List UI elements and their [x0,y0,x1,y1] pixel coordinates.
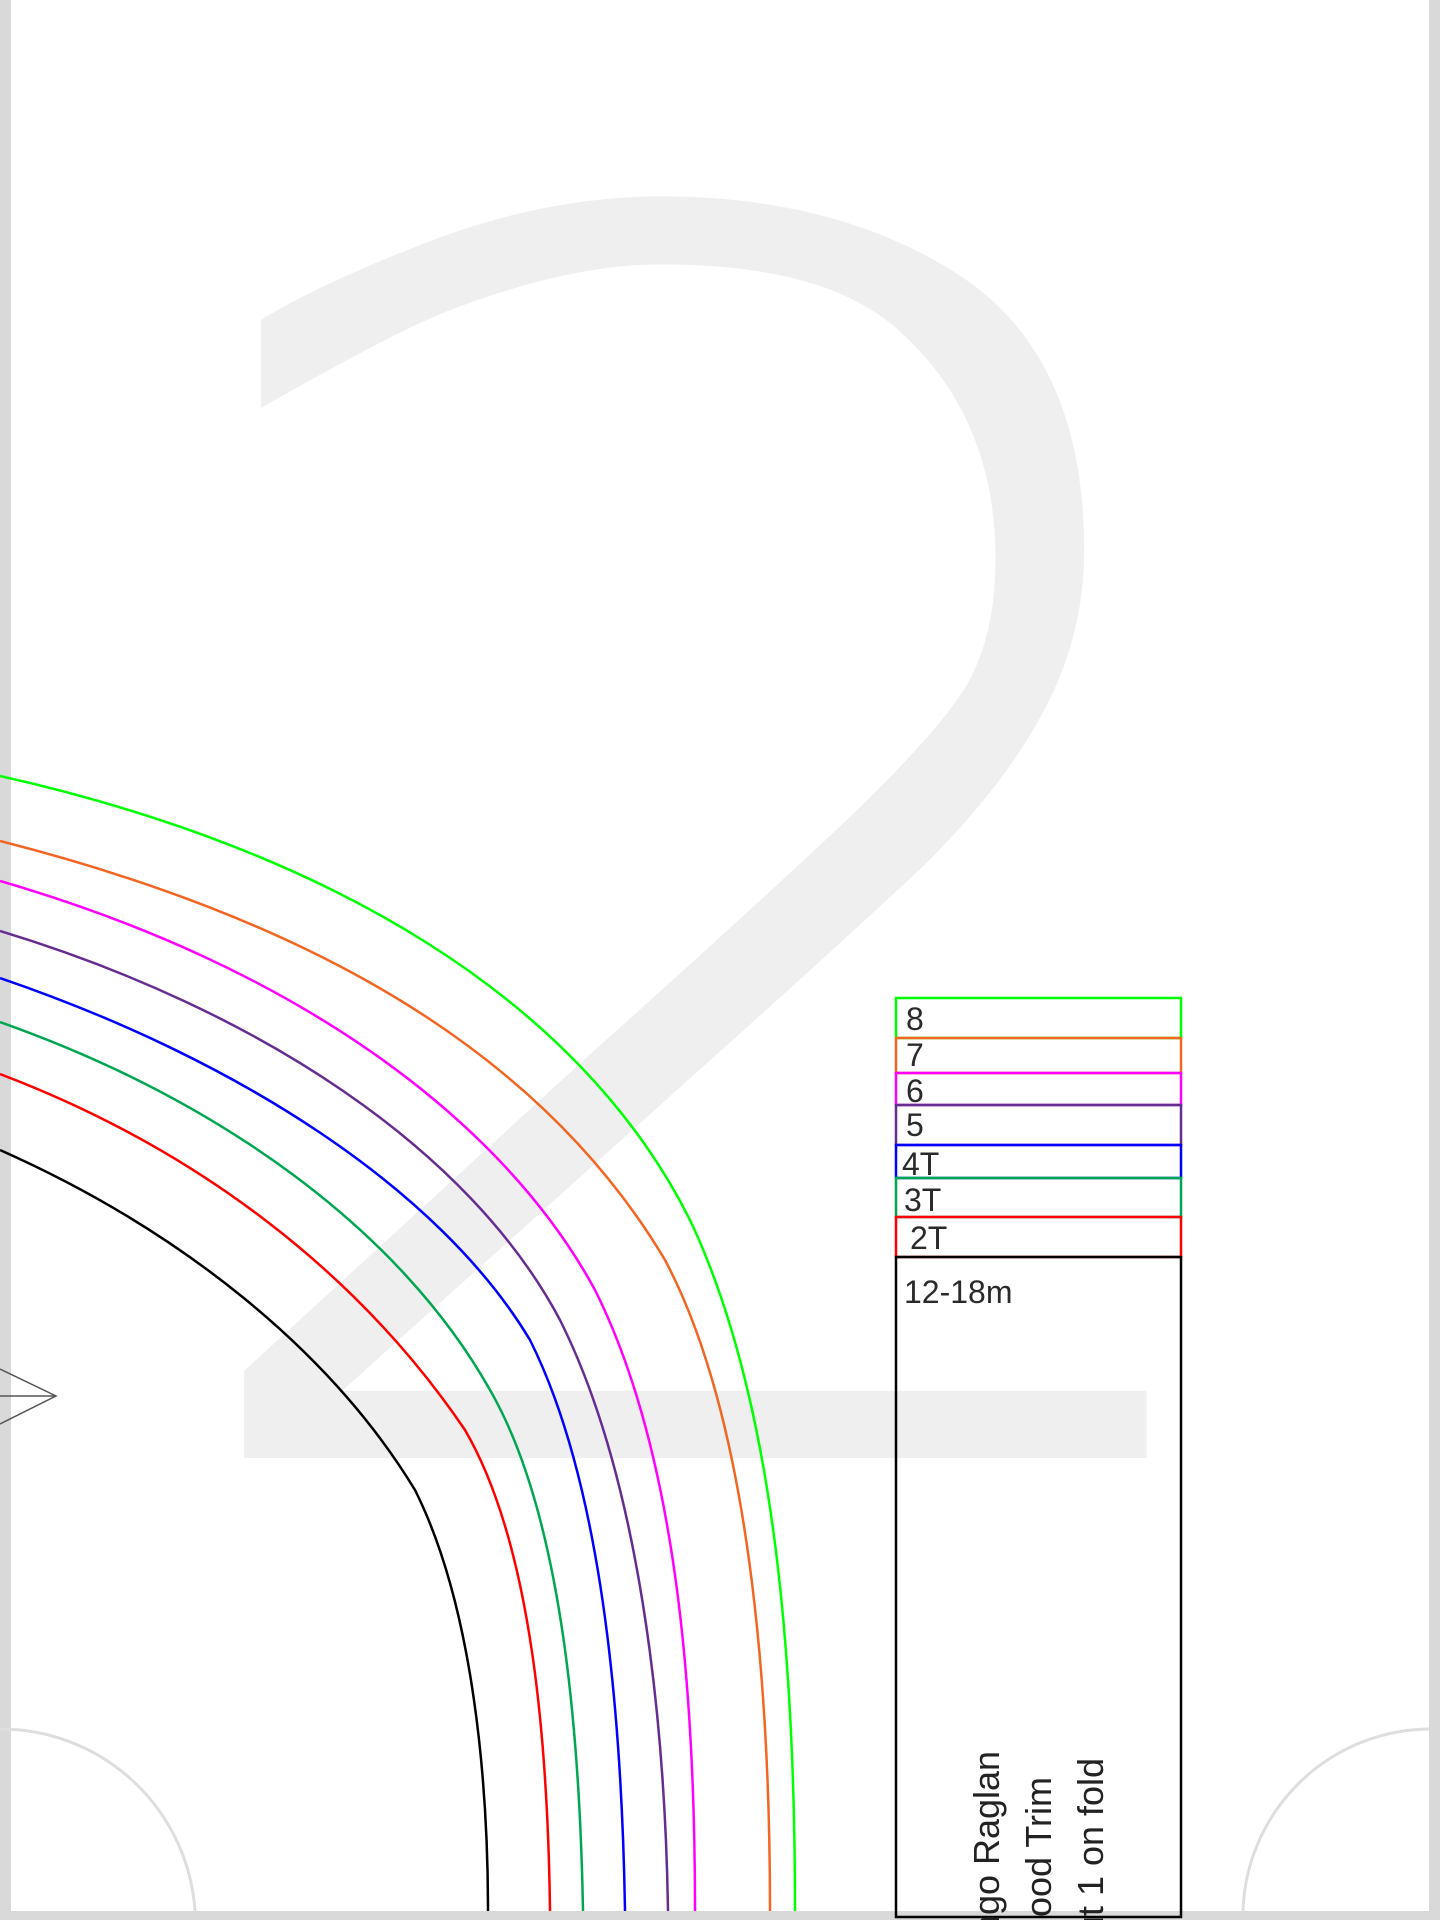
fold-arrow [0,1368,58,1425]
curve-size-4t [0,976,627,1912]
curve-size-7 [0,839,772,1912]
page-number-watermark: 2 [110,0,1340,1859]
hood-trim-curves [0,774,797,1912]
right-border [1429,0,1440,1920]
curve-size-12-18m [0,1148,490,1912]
bottom-border [0,1911,1440,1920]
size-labels: 8 7 6 5 4T 3T 2T 12-18m [902,1001,1013,1310]
size-box-12-18m [894,1255,1183,1919]
size-label-2t: 2T [910,1220,947,1256]
curve-size-3t [0,1020,585,1912]
alignment-circle-left [0,1727,197,1912]
size-label-7: 7 [906,1037,924,1073]
piece-label: Ringo Raglan Hood Trim Cut 1 on fold [966,1751,1111,1920]
size-stack [894,996,1183,1919]
piece-label-line-1: Ringo Raglan [966,1751,1007,1920]
size-label-4t: 4T [902,1146,939,1182]
curve-size-5 [0,929,670,1912]
curve-size-8 [0,774,797,1912]
alignment-circle-right [1241,1727,1430,1912]
curve-size-2t [0,1072,552,1912]
size-label-6: 6 [906,1073,924,1109]
left-border [0,0,11,1920]
size-label-8: 8 [906,1001,924,1037]
size-label-5: 5 [906,1107,924,1143]
piece-label-line-2: Hood Trim [1018,1777,1059,1920]
curve-size-6 [0,879,697,1912]
size-label-3t: 3T [904,1182,941,1218]
piece-label-line-3: Cut 1 on fold [1070,1758,1111,1920]
size-label-12-18m: 12-18m [904,1274,1013,1310]
